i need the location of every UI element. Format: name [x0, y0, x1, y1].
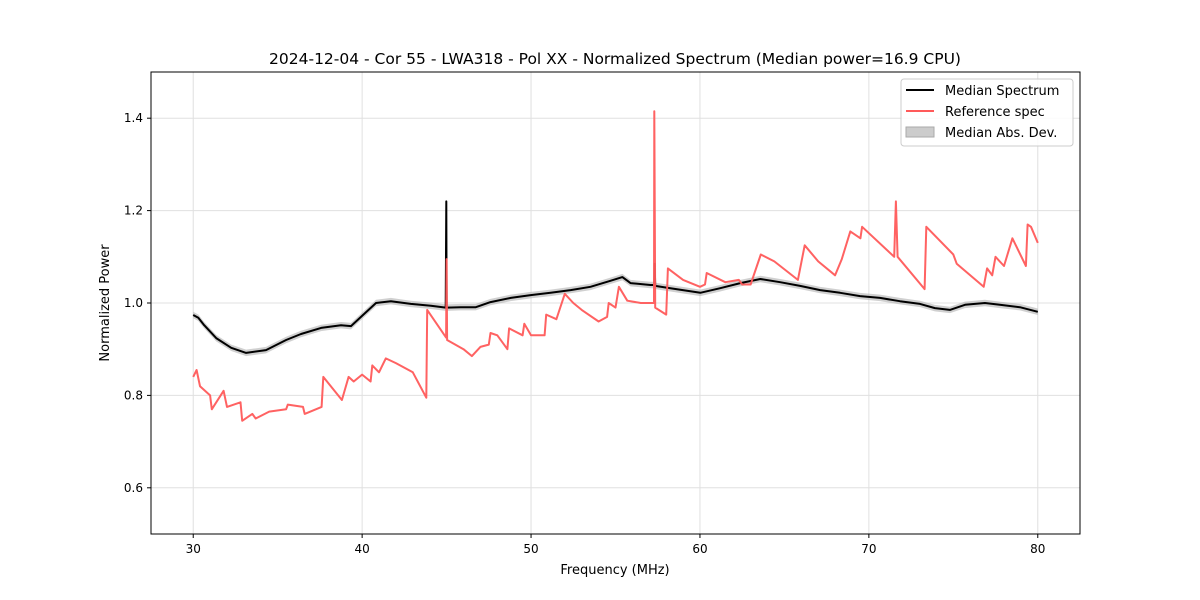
- x-tick-label: 80: [1030, 542, 1045, 556]
- y-tick-label: 1.4: [124, 111, 143, 125]
- axis-ticks: 30 40 50 60 70 80 0.6 0.8 1.0 1.2 1.4: [124, 111, 1046, 556]
- reference-spec-line: [192, 110, 1039, 422]
- legend-median-label: Median Spectrum: [945, 84, 1059, 99]
- y-tick-label: 1.2: [124, 204, 143, 218]
- median-spectrum-line: [192, 200, 1039, 354]
- x-tick-label: 60: [692, 542, 707, 556]
- x-tick-label: 50: [523, 542, 538, 556]
- x-tick-label: 40: [354, 542, 369, 556]
- legend-box: [900, 78, 1074, 147]
- x-axis-label: Frequency (MHz): [560, 563, 669, 578]
- legend-mad-swatch: [905, 126, 935, 138]
- x-tick-label: 30: [186, 542, 201, 556]
- legend: Median Spectrum Reference spec Median Ab…: [900, 78, 1074, 147]
- y-tick-label: 0.6: [124, 481, 143, 495]
- legend-mad-label: Median Abs. Dev.: [945, 126, 1057, 141]
- mad-band: [193, 198, 1038, 357]
- series-layer: [192, 110, 1039, 422]
- x-tick-label: 70: [861, 542, 876, 556]
- y-axis-label: Normalized Power: [98, 244, 113, 362]
- mad-band-layer: [193, 198, 1038, 357]
- legend-reference-label: Reference spec: [945, 105, 1045, 120]
- y-tick-label: 0.8: [124, 388, 143, 402]
- chart-title: 2024-12-04 - Cor 55 - LWA318 - Pol XX - …: [269, 50, 961, 68]
- y-tick-label: 1.0: [124, 296, 143, 310]
